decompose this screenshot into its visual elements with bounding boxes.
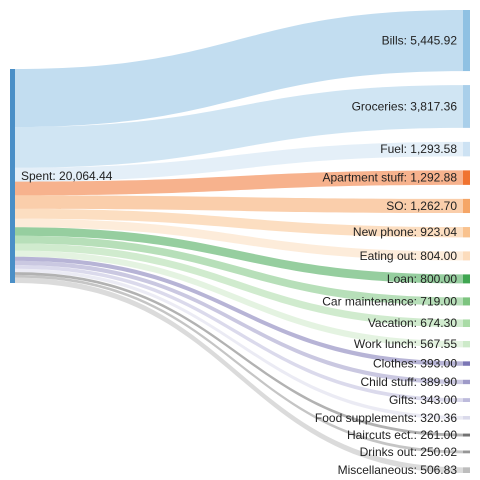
label-fuel: Fuel: 1,293.58 <box>380 142 457 156</box>
node-car-maintenance <box>463 297 470 306</box>
link-car-maintenance <box>15 235 463 306</box>
label-food-supplements: Food supplements: 320.36 <box>315 411 457 425</box>
node-fuel <box>463 141 470 157</box>
node-vacation <box>463 319 470 328</box>
label-haircuts-ect: Haircuts ect.: 261.00 <box>347 428 457 442</box>
link-clothes <box>15 256 463 366</box>
link-fuel <box>15 141 463 182</box>
label-loan: Loan: 800.00 <box>387 272 457 286</box>
label-spent: Spent: 20,064.44 <box>21 169 113 183</box>
label-child-stuff: Child stuff: 389.90 <box>360 375 457 389</box>
label-vacation: Vacation: 674.30 <box>368 316 458 330</box>
link-vacation <box>15 243 463 328</box>
label-gifts: Gifts: 343.00 <box>389 393 457 407</box>
label-drinks-out: Drinks out: 250.02 <box>360 445 458 459</box>
link-food-supplements <box>15 268 463 420</box>
label-eating-out: Eating out: 804.00 <box>360 249 458 263</box>
node-eating-out <box>463 251 470 261</box>
link-haircuts-ect <box>15 272 463 437</box>
link-miscellaneous <box>15 277 463 473</box>
flow-links <box>15 10 463 473</box>
link-drinks-out <box>15 274 463 454</box>
node-bills <box>463 10 470 72</box>
link-gifts <box>15 265 463 402</box>
node-loan <box>463 274 470 284</box>
link-groceries <box>15 85 463 168</box>
link-eating-out <box>15 218 463 261</box>
link-work-lunch <box>15 250 463 348</box>
node-child-stuff <box>463 379 470 385</box>
node-work-lunch <box>463 341 470 348</box>
node-clothes <box>463 361 470 366</box>
label-clothes: Clothes: 393.00 <box>373 357 457 371</box>
node-spent <box>10 69 15 283</box>
link-new-phone <box>15 208 463 238</box>
node-food-supplements <box>463 415 470 420</box>
label-miscellaneous: Miscellaneous: 506.83 <box>338 463 458 477</box>
node-so <box>463 198 470 214</box>
node-drinks-out <box>463 450 470 454</box>
label-so: SO: 1,262.70 <box>386 199 457 213</box>
label-car-maintenance: Car maintenance: 719.00 <box>322 294 457 308</box>
node-gifts <box>463 398 470 402</box>
node-groceries <box>463 85 470 128</box>
node-haircuts-ect <box>463 433 470 437</box>
node-apartment-stuff <box>463 170 470 185</box>
node-new-phone <box>463 227 470 238</box>
label-groceries: Groceries: 3,817.36 <box>352 99 458 113</box>
link-so <box>15 195 463 214</box>
link-apartment-stuff <box>15 170 463 196</box>
nodes <box>10 10 470 473</box>
link-loan <box>15 227 463 284</box>
label-bills: Bills: 5,445.92 <box>382 34 458 48</box>
node-miscellaneous <box>463 467 470 473</box>
node-labels: Bills: 5,445.92 Groceries: 3,817.36 Fuel: … <box>21 34 457 478</box>
link-bills <box>15 10 463 128</box>
link-child-stuff <box>15 260 463 385</box>
label-apartment-stuff: Apartment stuff: 1,292.88 <box>322 171 457 185</box>
label-new-phone: New phone: 923.04 <box>353 225 457 239</box>
label-work-lunch: Work lunch: 567.55 <box>354 337 457 351</box>
